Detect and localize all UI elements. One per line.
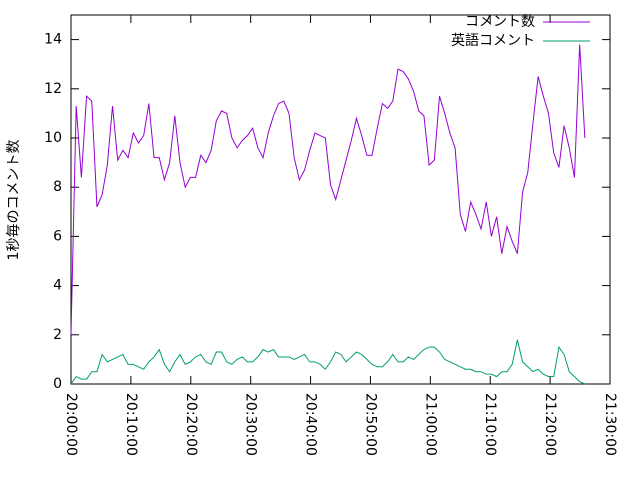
y-tick-label: 6 <box>53 228 62 244</box>
x-tick-label: 20:30:00 <box>243 393 259 456</box>
x-tick-label: 21:10:00 <box>482 393 498 456</box>
y-tick-label: 14 <box>44 32 62 48</box>
series-line <box>70 44 586 335</box>
y-tick-label: 8 <box>53 179 62 195</box>
x-tick-label: 21:00:00 <box>422 393 438 456</box>
x-tick-label: 20:10:00 <box>123 393 139 456</box>
x-tick-label: 21:20:00 <box>542 393 558 456</box>
y-axis-label: 1秒毎のコメント数 <box>6 140 22 261</box>
legend-label: コメント数 <box>465 14 535 30</box>
y-tick-label: 0 <box>53 376 62 392</box>
x-tick-label: 20:50:00 <box>362 393 378 456</box>
x-tick-label: 21:30:00 <box>602 393 618 456</box>
x-tick-label: 20:20:00 <box>183 393 199 456</box>
x-tick-label: 20:00:00 <box>63 393 79 456</box>
legend-label: 英語コメント <box>451 32 535 49</box>
y-tick-label: 12 <box>44 81 62 97</box>
plot-frame <box>70 14 611 385</box>
x-tick-label: 20:40:00 <box>303 393 319 456</box>
series-line <box>70 339 586 385</box>
y-tick-label: 4 <box>53 278 62 294</box>
y-tick-label: 2 <box>53 327 62 343</box>
y-tick-label: 10 <box>44 130 62 146</box>
